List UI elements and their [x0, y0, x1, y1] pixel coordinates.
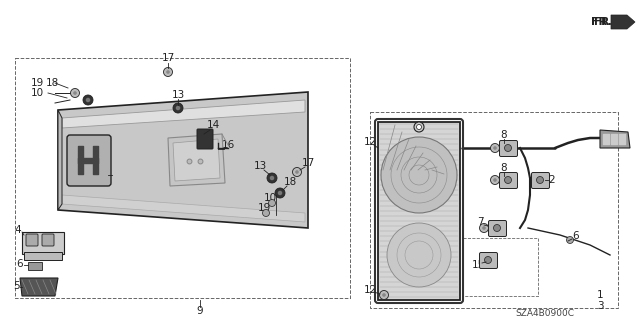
- Bar: [463, 238, 538, 296]
- Text: SZA4B0900C: SZA4B0900C: [515, 308, 575, 317]
- Polygon shape: [58, 110, 62, 210]
- Text: 3: 3: [596, 301, 604, 311]
- Circle shape: [166, 70, 170, 74]
- Circle shape: [490, 143, 499, 153]
- Polygon shape: [600, 130, 630, 148]
- Text: 14: 14: [206, 120, 220, 130]
- Circle shape: [73, 91, 77, 95]
- Text: 18: 18: [45, 78, 59, 88]
- Polygon shape: [62, 195, 305, 222]
- Polygon shape: [62, 100, 305, 128]
- FancyBboxPatch shape: [26, 234, 38, 246]
- FancyBboxPatch shape: [197, 129, 213, 149]
- FancyBboxPatch shape: [42, 234, 54, 246]
- Bar: [370, 112, 618, 308]
- Circle shape: [267, 173, 277, 183]
- Text: 12: 12: [364, 285, 376, 295]
- Bar: [22, 232, 64, 254]
- Text: 11: 11: [99, 170, 111, 180]
- Polygon shape: [20, 278, 58, 296]
- Circle shape: [493, 225, 500, 231]
- Text: 10: 10: [31, 88, 44, 98]
- Text: 13: 13: [253, 161, 267, 171]
- Circle shape: [381, 137, 457, 213]
- Circle shape: [275, 188, 285, 198]
- FancyBboxPatch shape: [499, 140, 518, 156]
- Circle shape: [269, 176, 275, 180]
- Circle shape: [387, 223, 451, 287]
- Circle shape: [382, 293, 386, 297]
- Circle shape: [536, 177, 543, 183]
- Circle shape: [269, 199, 275, 206]
- Text: 5: 5: [13, 281, 19, 291]
- Polygon shape: [58, 92, 308, 228]
- Text: 2: 2: [548, 175, 556, 185]
- Circle shape: [417, 124, 422, 130]
- Bar: [15, 58, 350, 298]
- Circle shape: [482, 226, 486, 230]
- Text: 13: 13: [172, 90, 184, 100]
- Polygon shape: [378, 122, 460, 300]
- Circle shape: [493, 178, 497, 182]
- Bar: [28, 262, 42, 270]
- Circle shape: [504, 145, 511, 151]
- Text: 10: 10: [264, 193, 276, 203]
- Text: 16: 16: [221, 140, 235, 150]
- Text: 15: 15: [472, 260, 484, 270]
- Text: 19: 19: [30, 78, 44, 88]
- Text: 6: 6: [17, 259, 23, 269]
- Text: 1: 1: [596, 290, 604, 300]
- Polygon shape: [173, 139, 220, 181]
- Text: FR.: FR.: [591, 17, 611, 27]
- Text: 4: 4: [15, 225, 21, 235]
- Text: 9: 9: [196, 306, 204, 316]
- FancyBboxPatch shape: [531, 172, 550, 188]
- Circle shape: [292, 167, 301, 177]
- Circle shape: [83, 95, 93, 105]
- Text: 8: 8: [500, 163, 508, 173]
- Circle shape: [380, 291, 388, 300]
- Bar: [24, 252, 62, 260]
- Text: 19: 19: [257, 203, 271, 213]
- Polygon shape: [611, 15, 635, 29]
- Circle shape: [484, 257, 492, 263]
- Circle shape: [278, 191, 282, 195]
- Circle shape: [295, 170, 299, 174]
- Polygon shape: [168, 134, 225, 186]
- Circle shape: [262, 210, 269, 217]
- Circle shape: [479, 223, 488, 233]
- Circle shape: [490, 175, 499, 185]
- Circle shape: [70, 89, 79, 98]
- Circle shape: [504, 177, 511, 183]
- Text: FR.: FR.: [594, 17, 613, 27]
- Text: 17: 17: [161, 53, 175, 63]
- FancyBboxPatch shape: [499, 172, 518, 188]
- Text: 6: 6: [573, 231, 579, 241]
- Circle shape: [493, 146, 497, 150]
- Text: 12: 12: [364, 137, 376, 147]
- Circle shape: [566, 236, 573, 244]
- Text: 18: 18: [284, 177, 296, 187]
- Text: 17: 17: [301, 158, 315, 168]
- Circle shape: [86, 98, 90, 102]
- FancyBboxPatch shape: [479, 252, 497, 268]
- FancyBboxPatch shape: [488, 220, 506, 236]
- Text: 8: 8: [500, 130, 508, 140]
- FancyBboxPatch shape: [67, 135, 111, 186]
- Circle shape: [173, 103, 183, 113]
- Text: 7: 7: [477, 217, 483, 227]
- Circle shape: [414, 122, 424, 132]
- Circle shape: [176, 106, 180, 110]
- Circle shape: [163, 68, 173, 76]
